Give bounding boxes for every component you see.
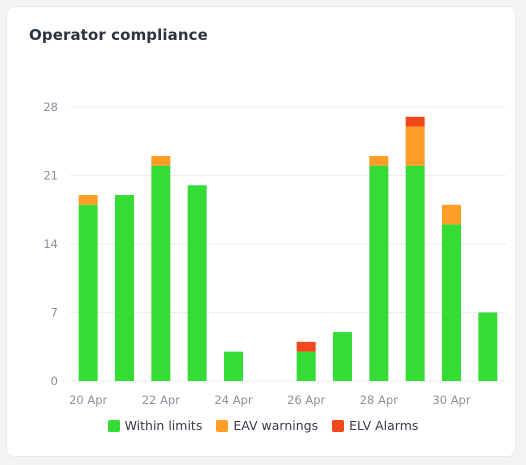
y-tick-label: 14 [43,237,58,251]
legend-item-eav-warnings[interactable]: EAV warnings [216,418,318,433]
bar-segment-within-limits [296,351,316,381]
y-tick-label: 28 [43,100,58,114]
bar-segment-elv-alarms [405,116,425,127]
y-tick-label: 7 [51,306,58,320]
legend-swatch-within-limits [107,419,120,432]
y-tick-label: 21 [43,169,58,183]
bar-segment-eav-warnings [442,204,461,225]
bar-segment-eav-warnings [369,155,389,166]
chart-legend: Within limits EAV warnings ELV Alarms [0,418,526,433]
bar-segment-within-limits [405,165,425,381]
legend-label-within-limits: Within limits [124,418,203,433]
x-tick-label: 26 Apr [287,393,325,407]
legend-swatch-eav-warnings [216,419,229,432]
x-tick-label: 20 Apr [69,393,107,407]
bar-segment-within-limits [187,185,207,381]
x-tick-label: 24 Apr [214,393,252,407]
legend-label-eav-warnings: EAV warnings [233,418,319,433]
x-tick-label: 30 Apr [432,393,470,407]
x-tick-label: 22 Apr [142,393,180,407]
bar-segment-eav-warnings [151,155,171,166]
legend-item-elv-alarms[interactable]: ELV Alarms [332,418,418,433]
chart-title: Operator compliance [29,26,208,44]
x-tick-label: 28 Apr [360,393,398,407]
y-tick-label: 0 [51,374,58,388]
legend-swatch-elv-alarms [332,419,345,432]
legend-item-within-limits[interactable]: Within limits [107,418,203,433]
bar-segment-within-limits [115,195,134,381]
bar-segment-within-limits [333,332,352,381]
bar-segment-elv-alarms [296,341,316,352]
bar-segment-within-limits [151,165,171,381]
bar-segment-eav-warnings [78,195,98,205]
bar-segment-within-limits [442,224,461,381]
bar-segment-eav-warnings [405,126,425,166]
bar-segment-within-limits [224,351,243,381]
legend-label-elv-alarms: ELV Alarms [349,418,419,433]
bar-segment-within-limits [478,312,498,381]
bar-segment-within-limits [78,204,98,381]
bar-segment-within-limits [369,165,389,381]
